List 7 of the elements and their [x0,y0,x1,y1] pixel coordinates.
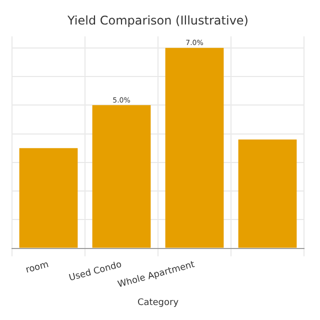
x-tick-label: room [24,260,50,276]
bar [19,148,78,248]
chart-title: Yield Comparison (Illustrative) [66,13,248,28]
bar [92,105,151,248]
bar [165,48,224,248]
bar [238,139,297,248]
x-axis-title: Category [137,298,180,308]
